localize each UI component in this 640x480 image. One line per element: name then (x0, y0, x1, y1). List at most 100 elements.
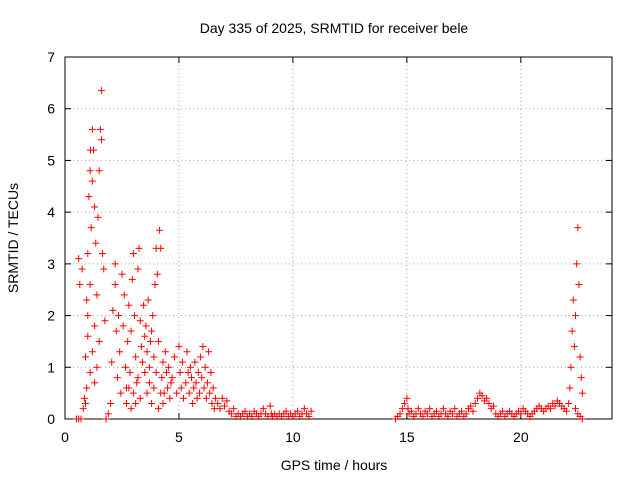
data-point (86, 167, 94, 175)
data-point (112, 327, 120, 335)
data-point (94, 213, 102, 221)
data-point (575, 281, 583, 289)
data-point (77, 415, 85, 423)
data-point (161, 348, 169, 356)
data-point (168, 374, 176, 382)
data-point (577, 374, 585, 382)
data-point (157, 389, 165, 397)
data-point (131, 312, 139, 320)
data-point (205, 348, 213, 356)
data-point (142, 322, 150, 330)
data-point (91, 203, 99, 211)
data-point (178, 358, 186, 366)
data-point (99, 250, 107, 258)
data-point (117, 389, 125, 397)
data-point (154, 337, 162, 345)
data-point (95, 337, 103, 345)
y-tick-label: 6 (47, 101, 55, 117)
data-point (144, 296, 152, 304)
data-point (230, 405, 238, 413)
data-point (426, 405, 434, 413)
data-point (86, 368, 94, 376)
data-point (176, 368, 184, 376)
x-tick-label: 10 (285, 429, 301, 445)
y-tick-label: 1 (47, 359, 55, 375)
data-point (197, 353, 205, 361)
x-tick-label: 20 (513, 429, 529, 445)
data-point (123, 399, 131, 407)
y-tick-label: 0 (47, 411, 55, 427)
data-point (121, 363, 129, 371)
data-point (84, 332, 92, 340)
data-point (566, 384, 574, 392)
data-point (119, 322, 127, 330)
data-point (195, 389, 203, 397)
data-point (177, 384, 185, 392)
data-point (573, 260, 581, 268)
data-point (150, 353, 158, 361)
data-point (218, 394, 226, 402)
data-point (127, 327, 135, 335)
data-point (202, 394, 210, 402)
data-point (153, 270, 161, 278)
data-point (138, 358, 146, 366)
data-point (83, 296, 91, 304)
data-point (175, 343, 183, 351)
data-point (84, 250, 92, 258)
data-point (141, 332, 149, 340)
data-point (200, 384, 208, 392)
data-point (97, 87, 105, 95)
data-point (86, 281, 94, 289)
data-point (111, 281, 119, 289)
data-point (489, 402, 497, 410)
data-point (407, 407, 415, 415)
data-point (307, 407, 315, 415)
data-point (184, 368, 192, 376)
data-point (499, 407, 507, 415)
data-point (305, 412, 313, 420)
data-point (187, 374, 195, 382)
data-point (80, 394, 88, 402)
x-axis-label: GPS time / hours (281, 457, 388, 473)
data-point (207, 368, 215, 376)
data-point (75, 255, 83, 263)
data-point (113, 374, 121, 382)
y-tick-label: 7 (47, 49, 55, 65)
data-point (183, 348, 191, 356)
data-point (209, 384, 217, 392)
data-point (93, 291, 101, 299)
data-point (182, 379, 190, 387)
y-tick-label: 4 (47, 204, 55, 220)
data-point (403, 394, 411, 402)
data-point (127, 405, 135, 413)
data-point (227, 410, 235, 418)
data-point (216, 405, 224, 413)
data-point (95, 167, 103, 175)
data-point (85, 193, 93, 201)
axis-ticks: 0 1 2 3 4 5 6 7 0 5 10 15 20 (47, 49, 612, 445)
y-tick-label: 3 (47, 256, 55, 272)
data-point (115, 312, 123, 320)
data-point (214, 399, 222, 407)
x-tick-label: 15 (399, 429, 415, 445)
data-point (129, 250, 137, 258)
data-point (517, 410, 525, 418)
y-axis-label: SRMTID / TECUs (5, 183, 21, 293)
data-point (92, 239, 100, 247)
data-point (462, 410, 470, 418)
data-point (433, 407, 441, 415)
data-point (414, 405, 422, 413)
data-point (259, 405, 267, 413)
data-point (223, 397, 231, 405)
data-point (576, 353, 584, 361)
data-point (109, 306, 117, 314)
data-point (300, 405, 308, 413)
data-point (149, 312, 157, 320)
data-point (79, 405, 87, 413)
data-point (282, 407, 290, 415)
data-point (206, 389, 214, 397)
data-point (88, 125, 96, 133)
data-point (567, 363, 575, 371)
data-point (241, 407, 249, 415)
data-point (76, 281, 84, 289)
